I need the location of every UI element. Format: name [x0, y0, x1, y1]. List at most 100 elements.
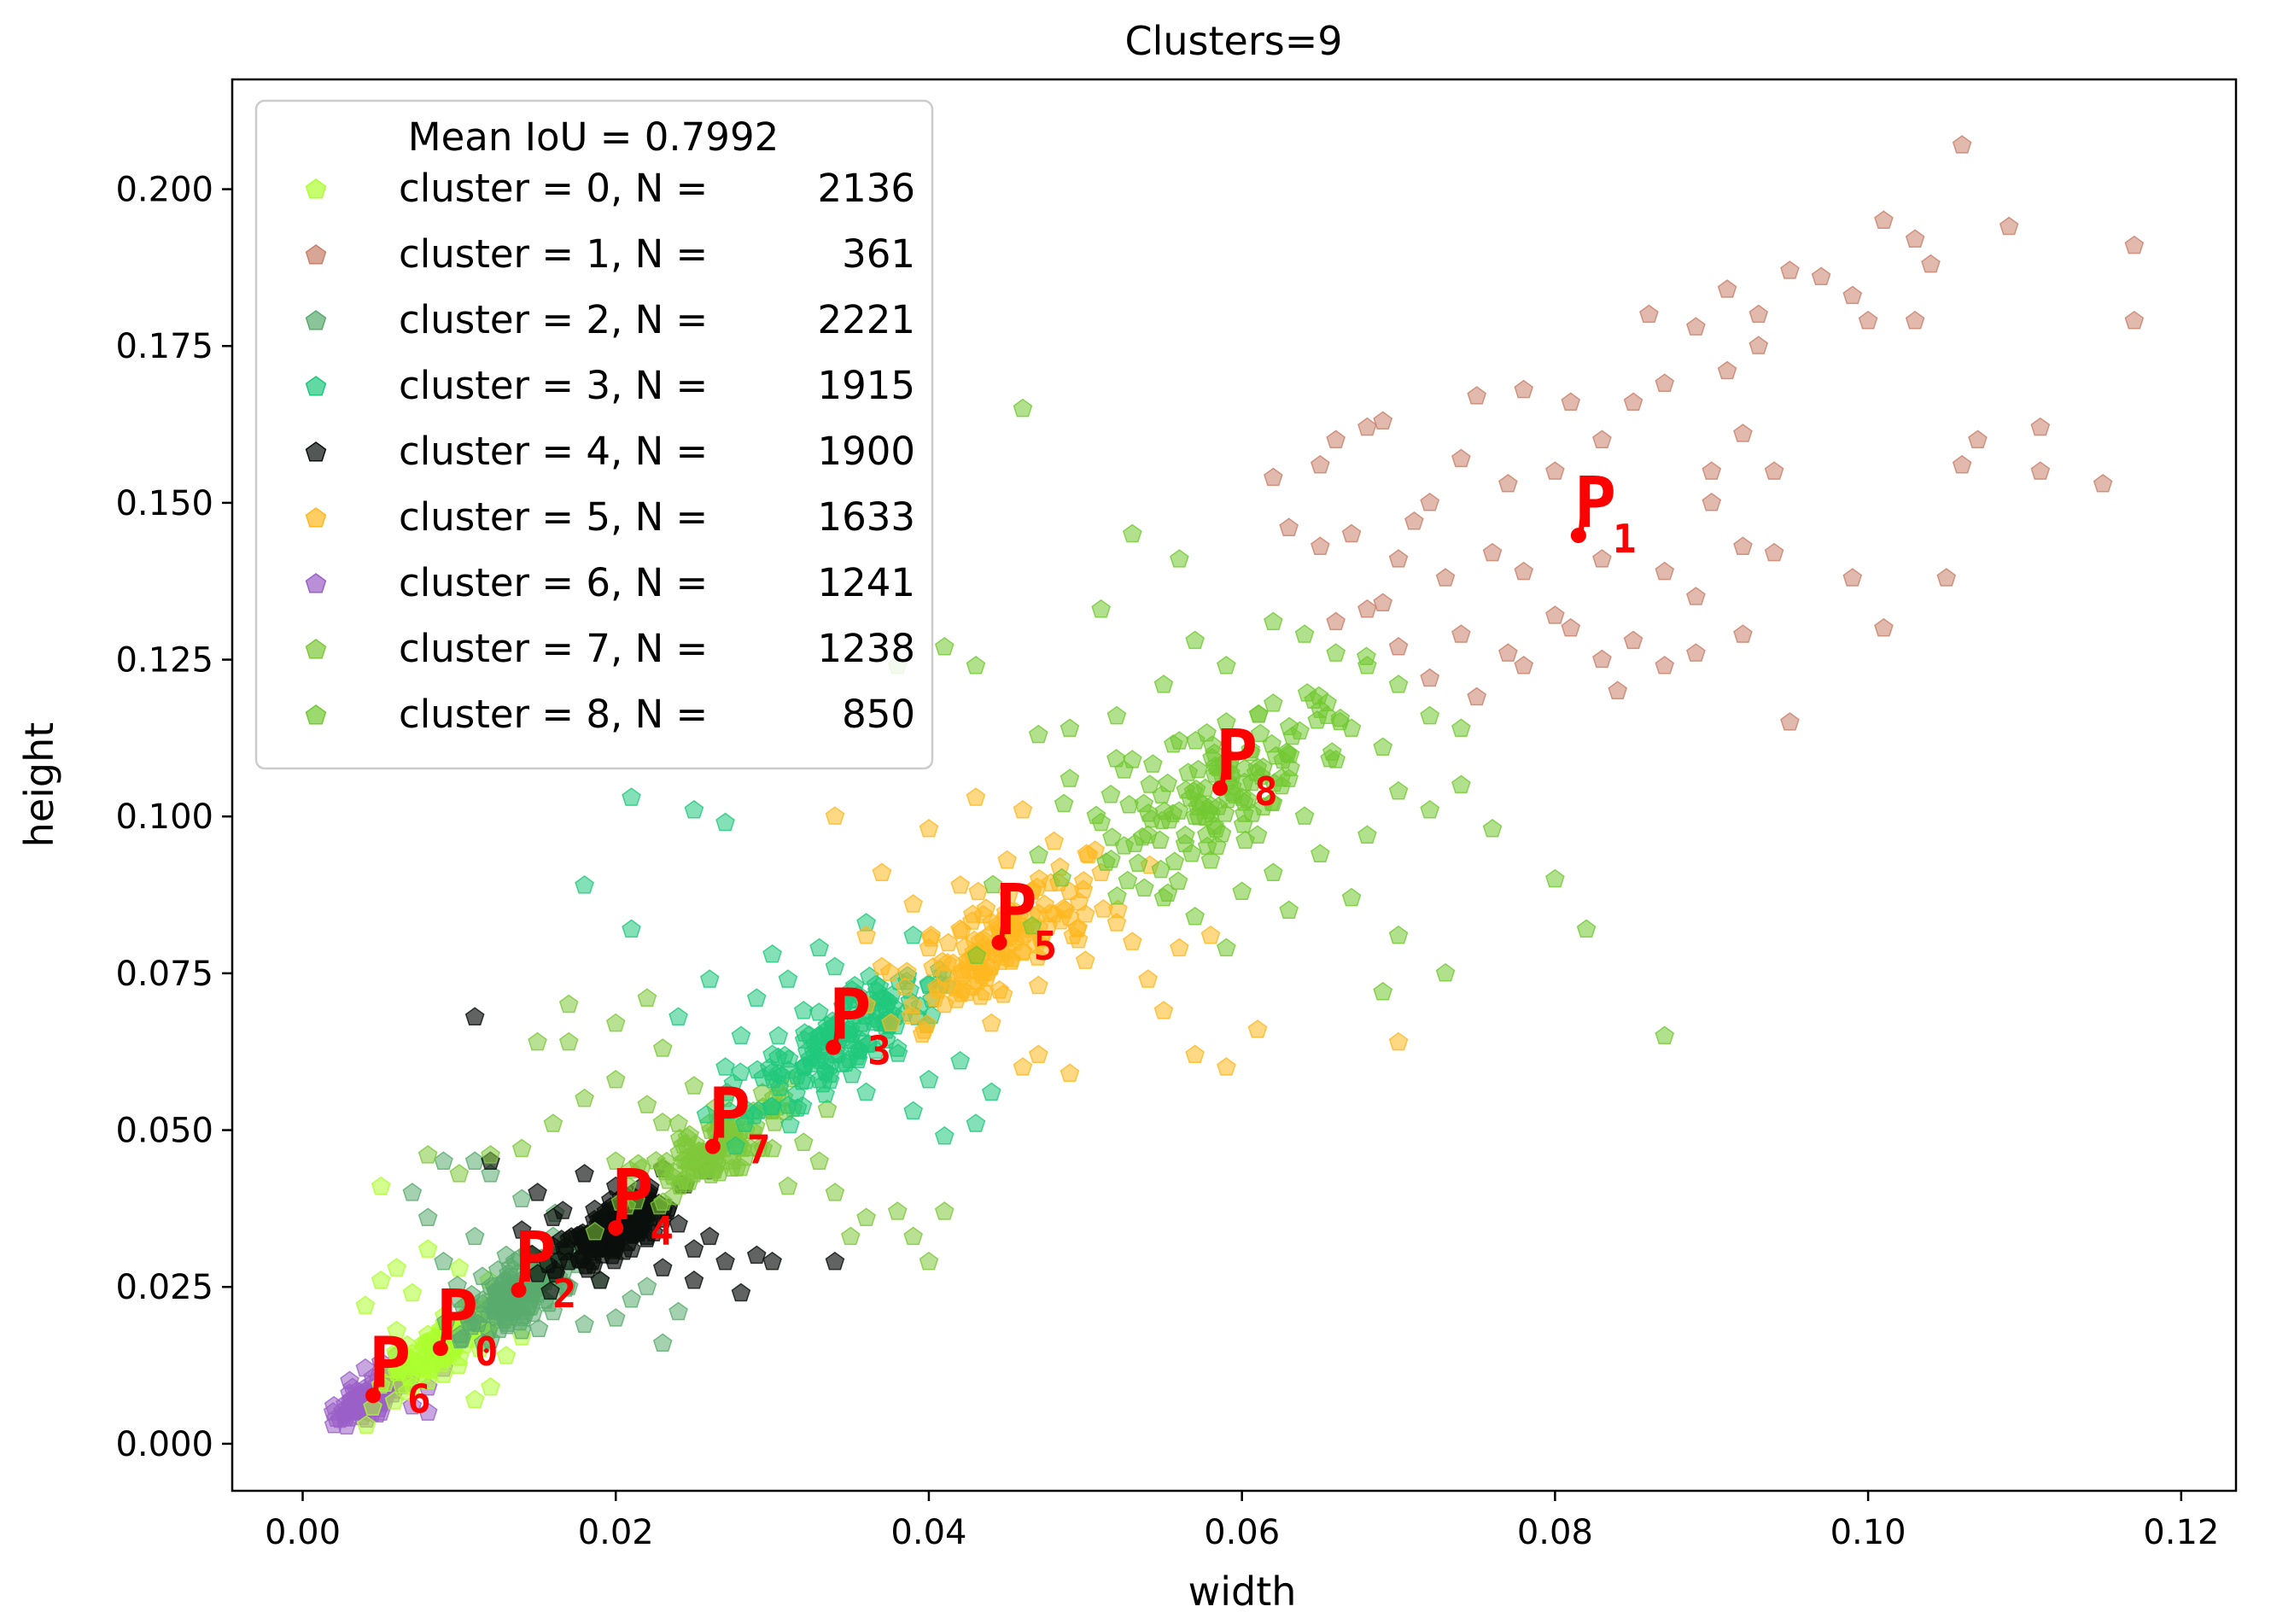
data-point [942, 975, 961, 995]
data-point [1420, 668, 1440, 687]
data-point [1874, 210, 1894, 229]
y-tick-label: 0.100 [115, 797, 213, 837]
data-point [434, 1364, 453, 1383]
data-point [397, 1382, 417, 1401]
data-point [1420, 705, 1440, 725]
data-point [1294, 806, 1315, 825]
data-point [496, 1346, 517, 1364]
data-point [919, 938, 939, 957]
data-point [966, 787, 986, 806]
data-point [1482, 818, 1503, 838]
data-point [997, 850, 1017, 869]
center-subscript: 2 [553, 1271, 577, 1317]
legend-entry-cluster-0: cluster = 0, N = 2136 [305, 166, 915, 211]
data-point [1264, 611, 1283, 631]
data-point [1151, 859, 1171, 879]
data-point [1952, 454, 1972, 474]
data-point [1545, 461, 1565, 480]
data-point [887, 1038, 908, 1057]
data-point [1561, 617, 1581, 637]
data-point [1185, 806, 1205, 825]
legend-entry-cluster-5: cluster = 5, N = 1633 [305, 494, 915, 540]
data-point [779, 1049, 799, 1068]
center-letter: P [829, 975, 871, 1056]
data-point [1388, 925, 1409, 944]
data-point [1592, 549, 1612, 568]
data-point [1326, 429, 1346, 449]
data-point [546, 1264, 566, 1283]
data-point [1311, 699, 1330, 718]
data-point [762, 1044, 782, 1064]
data-point [896, 961, 917, 981]
data-point [1279, 900, 1299, 920]
legend-label: cluster = 4, N = [399, 429, 708, 474]
data-point [1052, 867, 1072, 887]
data-point [1138, 969, 1158, 988]
center-subscript: 4 [650, 1208, 674, 1254]
data-point [1733, 536, 1753, 555]
data-point [1435, 568, 1456, 587]
data-point [1341, 523, 1362, 543]
data-point [1143, 754, 1163, 773]
data-point [1655, 1025, 1675, 1045]
data-point [585, 1221, 605, 1241]
plot-frame [231, 78, 2238, 1493]
data-point [1467, 386, 1487, 405]
data-point [763, 1069, 784, 1089]
data-point [966, 945, 987, 965]
x-tick-label: 0.08 [1517, 1513, 1593, 1552]
center-stem [439, 1303, 450, 1353]
data-point [496, 1245, 517, 1265]
data-point [1999, 216, 2019, 236]
data-point [324, 1414, 344, 1434]
data-point [668, 1113, 688, 1132]
data-point [511, 1320, 532, 1340]
legend-entry-cluster-1: cluster = 1, N = 361 [305, 231, 915, 277]
data-point [684, 1164, 704, 1183]
data-point [1733, 424, 1753, 442]
data-point [809, 1069, 829, 1089]
data-point [856, 925, 876, 944]
data-point [1232, 881, 1252, 901]
data-point [1341, 887, 1362, 907]
data-point [668, 1213, 688, 1233]
cluster-center-p0: P0 [432, 1276, 499, 1375]
data-point [1357, 417, 1377, 436]
data-point [605, 1013, 626, 1032]
data-point [919, 1069, 939, 1089]
data-point [1968, 429, 1988, 449]
legend-marker [305, 639, 327, 659]
data-point [1388, 636, 1409, 656]
data-point [2093, 473, 2113, 493]
data-point [974, 981, 995, 1001]
data-point [1263, 792, 1283, 812]
data-point [1905, 310, 1925, 330]
data-layer [323, 135, 2145, 1435]
data-point [449, 1258, 470, 1276]
data-point [1311, 536, 1330, 555]
center-letter: P [436, 1276, 478, 1357]
legend-marker [305, 573, 327, 593]
data-point [1952, 135, 1972, 154]
legend-entries: cluster = 0, N = 2136 cluster = 1, N = 361 c… [305, 166, 915, 737]
data-point [1482, 542, 1503, 562]
data-point [1153, 1001, 1174, 1019]
center-subscript: 7 [747, 1127, 771, 1173]
y-tick-label: 0.025 [115, 1268, 213, 1307]
data-point [1388, 675, 1409, 693]
legend-entry-cluster-8: cluster = 8, N = 850 [305, 692, 915, 737]
data-point [1905, 229, 1925, 248]
data-point [809, 1151, 829, 1170]
data-point [511, 1189, 532, 1208]
data-point [856, 995, 877, 1014]
data-point [825, 1183, 845, 1201]
legend-label: cluster = 0, N = [399, 166, 708, 211]
data-point [1241, 742, 1261, 762]
data-point [622, 1239, 641, 1258]
data-point [1060, 768, 1080, 787]
data-point [417, 1239, 438, 1258]
center-stem [1218, 743, 1229, 793]
data-point [856, 1082, 876, 1101]
